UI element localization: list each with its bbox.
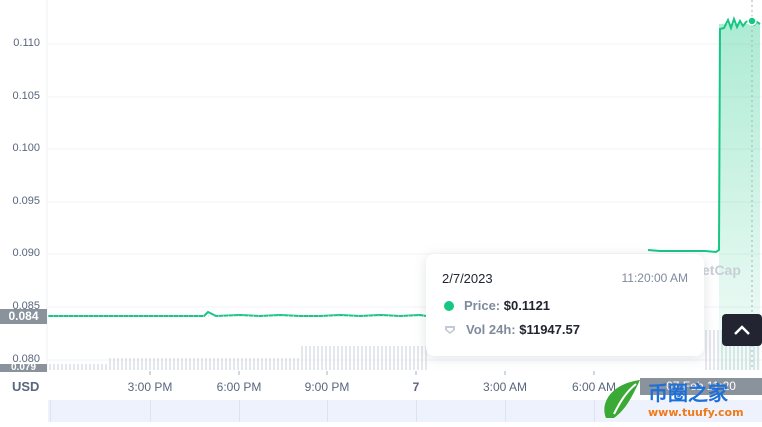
current-price-tag: 0.084: [0, 309, 47, 324]
volume-shield-icon: [445, 325, 455, 334]
x-tick: 6:00 AM: [571, 380, 617, 394]
volume-bars: [49, 330, 759, 370]
currency-label: USD: [12, 379, 40, 394]
y-tick: 0.090: [12, 247, 40, 259]
watermark: etCap: [702, 262, 741, 278]
y-tick: 0.105: [12, 90, 40, 102]
svg-text:币圈之家: 币圈之家: [648, 381, 729, 405]
x-tick: 3:00 PM: [127, 380, 173, 394]
y-tick: 0.110: [13, 37, 40, 49]
tooltip-price-row: Price: $0.1121: [444, 298, 550, 313]
volume-label: Vol 24h:: [466, 322, 516, 337]
tooltip-date: 2/7/2023: [442, 271, 493, 286]
x-tick: 9:00 PM: [304, 380, 350, 394]
price-value: $0.1121: [503, 298, 551, 313]
chevron-up-icon: [734, 325, 750, 335]
x-tick: 6:00 PM: [216, 380, 262, 394]
price-label: Price:: [464, 298, 501, 313]
y-tick: 0.080: [12, 353, 40, 365]
x-tick: 7: [412, 380, 420, 394]
y-tick: 0.100: [12, 142, 40, 154]
scroll-top-button[interactable]: [722, 314, 762, 346]
hover-point: [747, 16, 757, 26]
x-tick: 3:00 AM: [482, 380, 528, 394]
range-navigator[interactable]: [48, 400, 762, 422]
low-price-tag: 0.079: [0, 364, 47, 372]
y-tick: 0.095: [12, 195, 40, 207]
tooltip-volume-row: Vol 24h: $11947.57: [444, 322, 580, 337]
svg-text:www.tuufy.com: www.tuufy.com: [648, 406, 744, 419]
tooltip-time: 11:20:00 AM: [621, 271, 689, 285]
price-dot-icon: [444, 300, 454, 311]
hover-time-tag: 07 Feb 11:20: [640, 378, 762, 395]
volume-value: $11947.57: [519, 322, 580, 337]
chart-tooltip: 2/7/2023 11:20:00 AM Price: $0.1121 Vol …: [426, 254, 704, 356]
overlay-logo: 币圈之家 www.tuufy.com: [600, 374, 762, 422]
